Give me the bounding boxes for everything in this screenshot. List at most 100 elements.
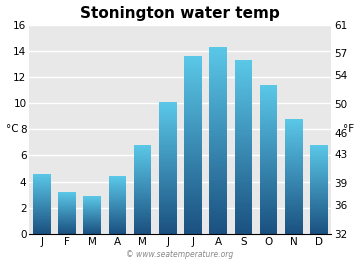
Bar	[260, 221, 277, 222]
Bar	[310, 159, 328, 160]
Bar	[209, 152, 227, 153]
Bar	[285, 224, 302, 225]
Bar	[260, 111, 277, 112]
Bar	[209, 219, 227, 220]
Bar	[209, 140, 227, 141]
Bar	[184, 139, 202, 140]
Bar	[310, 188, 328, 189]
Bar	[109, 218, 126, 219]
Bar	[134, 181, 152, 182]
Bar	[234, 128, 252, 129]
Bar	[234, 213, 252, 214]
Bar	[234, 137, 252, 138]
Bar	[310, 192, 328, 193]
Bar	[109, 230, 126, 231]
Bar	[209, 156, 227, 157]
Bar	[159, 214, 177, 215]
Bar	[134, 185, 152, 186]
Bar	[310, 168, 328, 169]
Bar	[209, 194, 227, 196]
Bar	[209, 62, 227, 63]
Bar	[260, 110, 277, 111]
Bar	[209, 165, 227, 166]
Bar	[209, 77, 227, 78]
Bar	[234, 85, 252, 86]
Bar	[159, 103, 177, 104]
Bar	[109, 179, 126, 180]
Bar	[184, 165, 202, 166]
Bar	[285, 189, 302, 190]
Bar	[159, 156, 177, 157]
Bar	[33, 197, 51, 198]
Bar	[209, 49, 227, 50]
Bar	[260, 166, 277, 167]
Bar	[159, 179, 177, 180]
Bar	[260, 155, 277, 156]
Bar	[310, 198, 328, 199]
Bar	[234, 64, 252, 65]
Bar	[234, 209, 252, 210]
Bar	[209, 184, 227, 185]
Bar	[33, 190, 51, 191]
Bar	[260, 132, 277, 133]
Bar	[260, 108, 277, 109]
Bar	[33, 194, 51, 195]
Bar	[260, 128, 277, 129]
Bar	[310, 226, 328, 227]
Bar	[159, 211, 177, 212]
Bar	[310, 201, 328, 202]
Bar	[260, 125, 277, 126]
Bar	[159, 123, 177, 124]
Bar	[310, 196, 328, 197]
Bar	[159, 141, 177, 142]
Bar	[209, 126, 227, 127]
Bar	[209, 108, 227, 109]
Bar	[134, 182, 152, 183]
Bar	[234, 98, 252, 99]
Bar	[285, 145, 302, 146]
Bar	[209, 185, 227, 186]
Bar	[184, 76, 202, 77]
Bar	[234, 171, 252, 172]
Bar	[234, 86, 252, 87]
Bar	[260, 168, 277, 169]
Bar	[209, 73, 227, 74]
Bar	[310, 187, 328, 188]
Bar	[33, 184, 51, 185]
Bar	[209, 116, 227, 117]
Bar	[209, 124, 227, 125]
Bar	[310, 183, 328, 184]
Bar	[184, 154, 202, 155]
Bar	[260, 88, 277, 89]
Bar	[310, 154, 328, 155]
Bar	[134, 187, 152, 188]
Bar	[209, 149, 227, 150]
Bar	[33, 196, 51, 197]
Bar	[209, 107, 227, 108]
Bar	[159, 213, 177, 214]
Bar	[109, 212, 126, 213]
Bar	[260, 184, 277, 185]
Bar	[310, 162, 328, 163]
Bar	[109, 209, 126, 210]
Bar	[209, 93, 227, 94]
Bar	[159, 204, 177, 205]
Bar	[184, 152, 202, 153]
Bar	[310, 167, 328, 168]
Bar	[209, 102, 227, 103]
Bar	[184, 114, 202, 115]
Bar	[184, 190, 202, 191]
Bar	[109, 229, 126, 230]
Bar	[33, 206, 51, 207]
Bar	[260, 226, 277, 227]
Bar	[209, 200, 227, 201]
Bar	[260, 228, 277, 229]
Bar	[184, 164, 202, 165]
Bar	[310, 173, 328, 174]
Bar	[234, 141, 252, 142]
Bar	[109, 202, 126, 203]
Bar	[209, 175, 227, 176]
Bar	[260, 164, 277, 165]
Bar	[285, 119, 302, 120]
Bar	[234, 82, 252, 83]
